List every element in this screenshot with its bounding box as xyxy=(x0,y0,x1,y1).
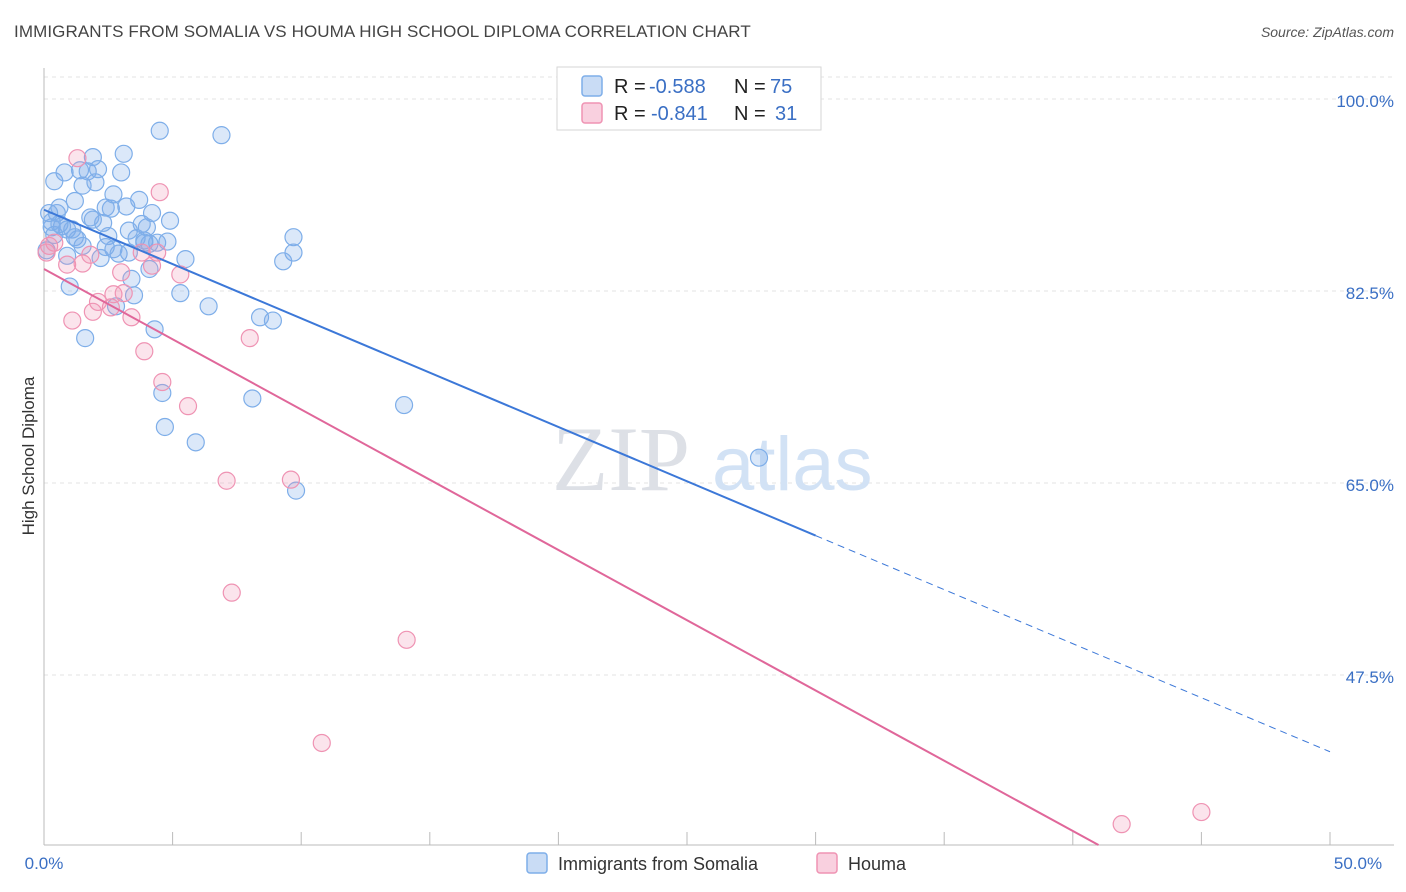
data-point xyxy=(140,259,159,279)
data-point xyxy=(104,185,123,204)
legend-series: Immigrants from Somalia Houma xyxy=(526,852,907,874)
data-point xyxy=(76,329,95,348)
y-tick-labels: 47.5% 65.0% 82.5% 100.0% xyxy=(1336,92,1394,687)
data-points xyxy=(37,121,1211,834)
legend-swatch-somalia xyxy=(581,75,603,97)
data-point xyxy=(394,395,414,415)
legend-r-value-somalia: -0.588 xyxy=(649,76,706,98)
legend-bottom-label-houma: Houma xyxy=(848,854,907,874)
data-point xyxy=(1112,815,1131,834)
data-point xyxy=(63,311,82,330)
x-tick-label-max: 50.0% xyxy=(1334,854,1382,873)
data-point xyxy=(1192,802,1211,822)
data-point xyxy=(83,147,102,167)
data-point xyxy=(153,372,172,392)
y-tick-label: 47.5% xyxy=(1346,668,1394,687)
data-point xyxy=(155,417,174,437)
data-point xyxy=(112,263,131,282)
trend-line-extension xyxy=(815,535,1331,753)
legend-bottom-swatch-houma xyxy=(816,852,838,874)
data-point xyxy=(186,433,205,452)
data-point xyxy=(397,630,416,649)
legend-r-label-somalia: R = xyxy=(614,76,646,98)
y-tick-label: 82.5% xyxy=(1346,284,1394,303)
data-point xyxy=(55,163,74,182)
data-point xyxy=(199,297,218,316)
data-point xyxy=(212,126,231,145)
data-point xyxy=(112,163,131,182)
data-point xyxy=(114,284,133,303)
data-point xyxy=(178,397,198,416)
data-point xyxy=(222,583,241,602)
data-point xyxy=(286,481,306,500)
data-point xyxy=(45,233,64,252)
legend-bottom-label-somalia: Immigrants from Somalia xyxy=(558,854,759,874)
data-point xyxy=(142,203,162,223)
data-point xyxy=(65,191,84,211)
data-point xyxy=(240,329,259,348)
legend-n-value-somalia: 75 xyxy=(770,76,792,98)
data-point xyxy=(150,183,169,202)
x-tick-label-min: 0.0% xyxy=(25,854,64,873)
watermark-zip: ZIP xyxy=(552,408,690,510)
data-point xyxy=(83,302,102,321)
trend-lines xyxy=(43,208,1331,846)
data-point xyxy=(150,121,169,140)
data-point xyxy=(263,311,283,330)
data-point xyxy=(114,144,133,163)
data-point xyxy=(171,284,190,303)
legend-n-label-somalia: N = xyxy=(734,76,766,98)
data-point xyxy=(171,265,190,284)
data-point xyxy=(284,228,303,247)
data-point xyxy=(243,389,262,408)
data-point xyxy=(176,250,195,269)
data-point xyxy=(40,236,59,256)
data-point xyxy=(281,470,301,489)
chart-title: IMMIGRANTS FROM SOMALIA VS HOUMA HIGH SC… xyxy=(14,22,751,41)
axes xyxy=(43,68,1394,846)
data-point xyxy=(88,160,108,179)
gridlines xyxy=(44,76,1394,676)
y-tick-label: 65.0% xyxy=(1346,476,1394,495)
legend-n-value-houma: 31 xyxy=(775,103,797,125)
legend-swatch-houma xyxy=(581,102,603,124)
data-point xyxy=(274,252,293,271)
legend-r-value-houma: -0.841 xyxy=(651,103,708,125)
legend-bottom-swatch-somalia xyxy=(526,852,548,874)
data-point xyxy=(312,733,331,753)
watermark-atlas: atlas xyxy=(712,422,873,507)
chart-source: Source: ZipAtlas.com xyxy=(1260,24,1394,40)
data-point xyxy=(58,255,77,274)
legend-r-label-houma: R = xyxy=(614,103,646,125)
data-point xyxy=(160,211,180,230)
x-ticks xyxy=(43,832,1331,845)
data-point xyxy=(68,149,87,168)
y-tick-label: 100.0% xyxy=(1336,92,1394,111)
data-point xyxy=(81,245,100,264)
data-point xyxy=(749,448,769,467)
data-point xyxy=(101,199,120,218)
legend-n-label-houma: N = xyxy=(734,103,766,125)
data-point xyxy=(119,221,138,240)
data-point xyxy=(130,190,149,209)
trend-line xyxy=(43,268,1099,846)
trend-line xyxy=(43,208,816,537)
y-axis-label: High School Diploma xyxy=(19,376,38,535)
data-point xyxy=(83,210,102,229)
data-point xyxy=(135,342,154,361)
data-point xyxy=(91,248,110,268)
watermark: ZIP atlas xyxy=(552,408,873,510)
legend-stats: R = -0.588 N = 75 R = -0.841 N = 31 xyxy=(556,66,822,131)
data-point xyxy=(96,237,115,257)
data-point xyxy=(217,471,236,490)
